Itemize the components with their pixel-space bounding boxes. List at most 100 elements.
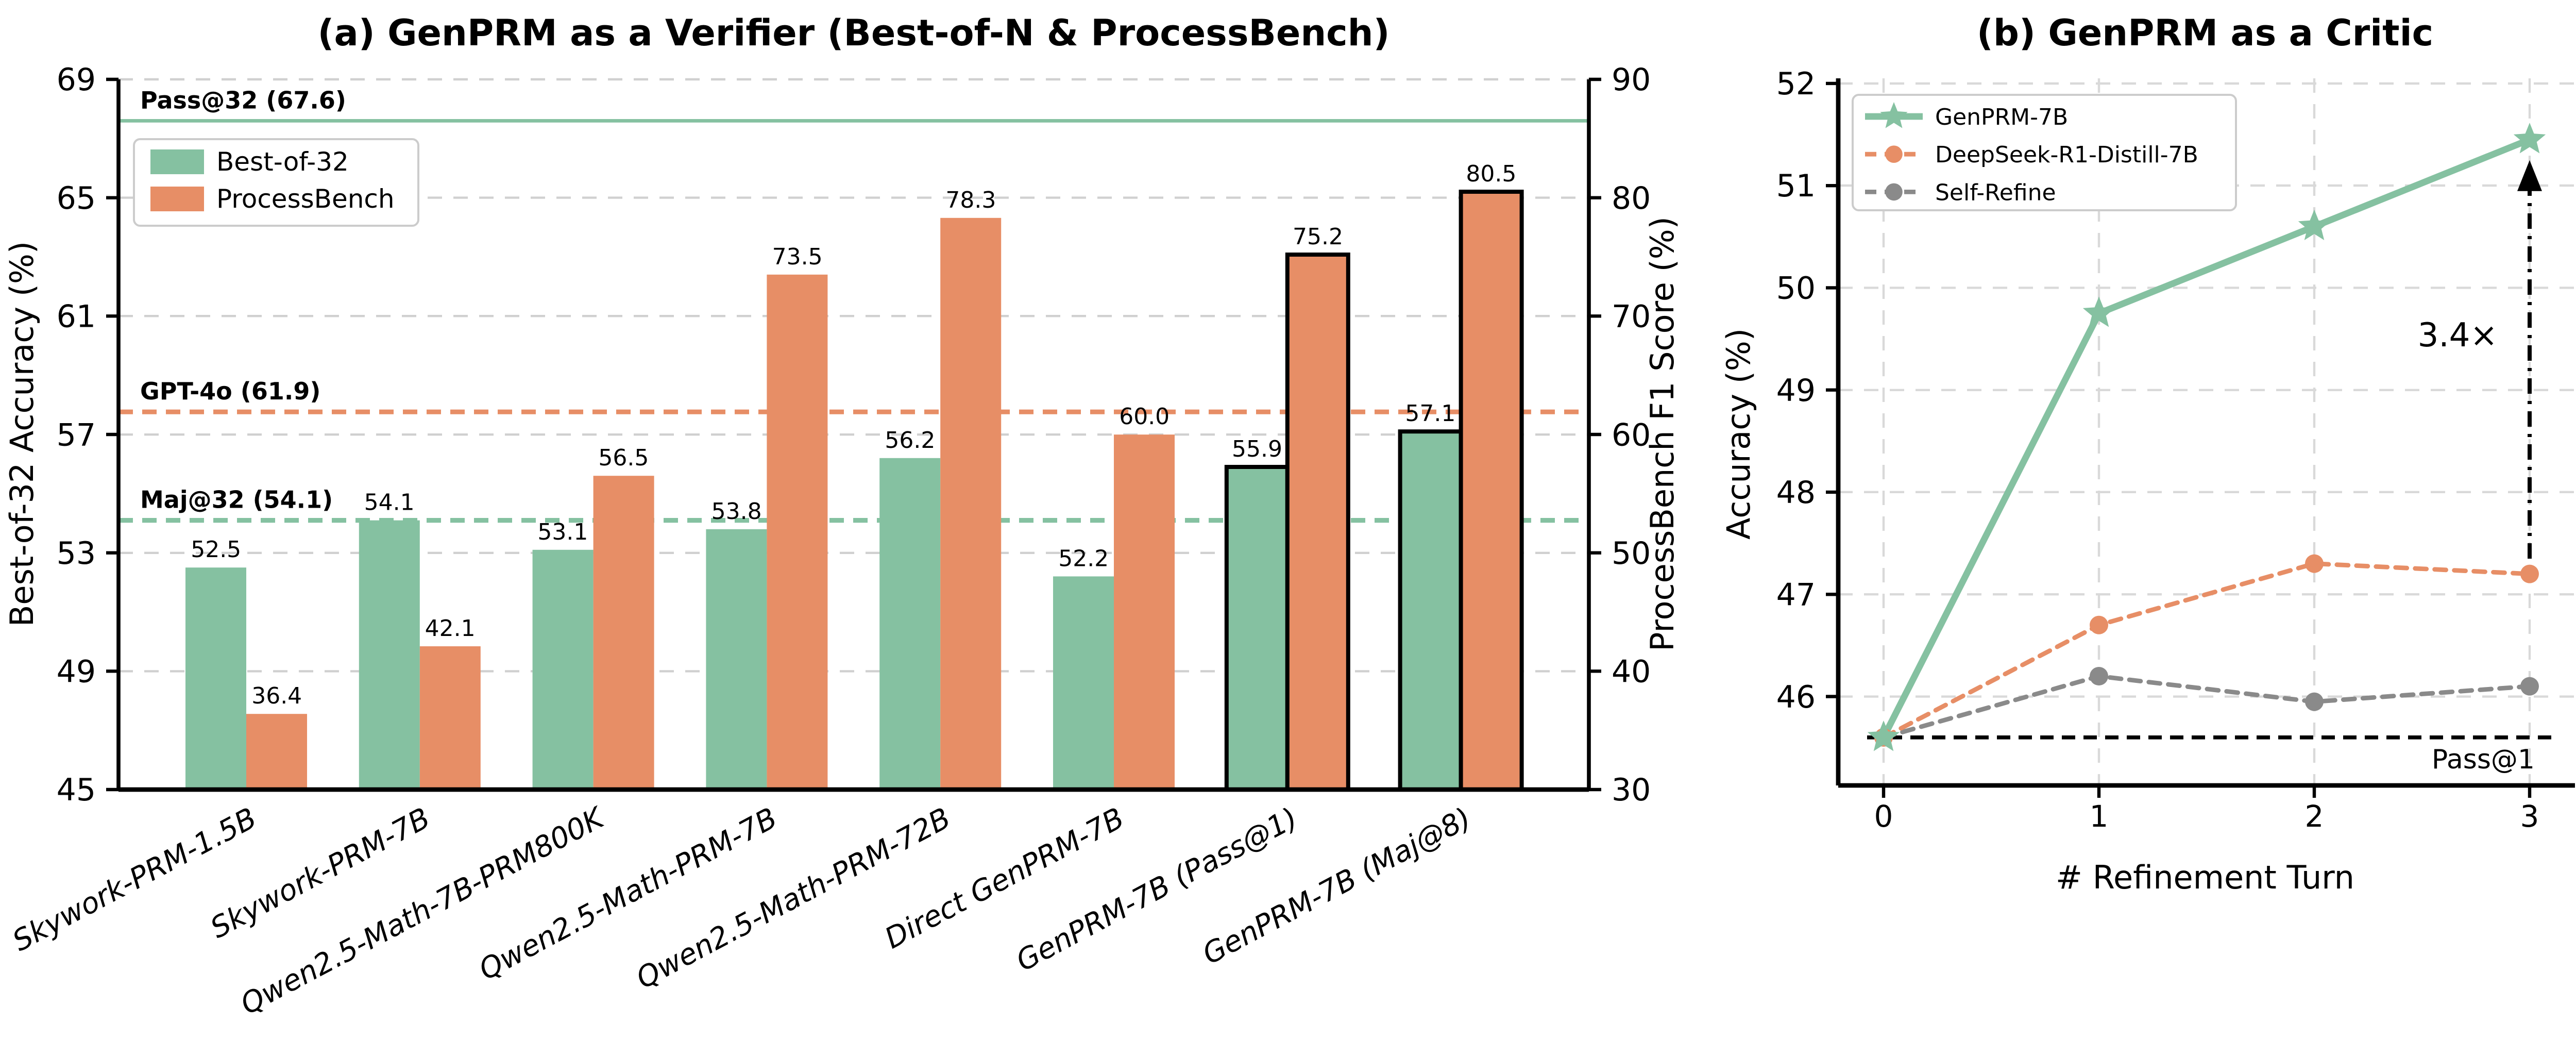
category-label: Qwen2.5-Math-PRM-72B <box>631 801 956 996</box>
circle-marker <box>2305 692 2324 711</box>
bar-best-of-32 <box>1224 465 1290 792</box>
y-tick-label-right: 80 <box>1612 180 1651 216</box>
y-tick-label-right: 70 <box>1612 298 1651 334</box>
y-tick-label: 50 <box>1776 271 1816 307</box>
bar-value-label: 56.5 <box>598 445 649 471</box>
bar-processbench <box>1459 190 1524 792</box>
reference-line-label: Pass@32 (67.6) <box>140 86 346 114</box>
bar-value-label: 52.5 <box>191 537 241 563</box>
y-tick-label-left: 65 <box>57 180 96 216</box>
bar-best-of-32 <box>185 567 246 790</box>
bar-value-label: 73.5 <box>772 244 823 270</box>
bar-best-of-32 <box>879 458 941 790</box>
x-tick-label: 1 <box>2090 799 2109 834</box>
bar-value-label: 53.8 <box>711 498 762 525</box>
bar-value-label: 56.2 <box>885 427 935 454</box>
legend-swatch <box>150 149 204 174</box>
bar-value-label: 42.1 <box>425 615 476 642</box>
circle-marker <box>2305 554 2324 573</box>
y-tick-label-left: 49 <box>57 654 96 690</box>
circle-marker <box>2090 615 2108 634</box>
bar-value-label: 55.9 <box>1232 436 1282 462</box>
bar-processbench <box>419 646 481 790</box>
circle-marker <box>2520 564 2539 583</box>
reference-line-label: Maj@32 (54.1) <box>140 486 333 514</box>
category-label: GenPRM-7B (Pass@1) <box>1011 801 1303 978</box>
x-tick-label: 2 <box>2305 799 2324 834</box>
panel-b-ylabel: Accuracy (%) <box>1720 328 1757 540</box>
annotation-label: 3.4× <box>2418 316 2498 355</box>
bar-processbench <box>246 714 307 790</box>
y-tick-label-left: 69 <box>57 62 96 98</box>
series-line-deepseek-r1-distill-7b <box>1881 561 2532 740</box>
bar-processbench <box>1285 253 1350 792</box>
panel-a-ylabel-left: Best-of-32 Accuracy (%) <box>3 241 41 627</box>
bar-value-label: 52.2 <box>1058 545 1109 572</box>
bar-value-label: 78.3 <box>945 187 996 213</box>
bar-value-label: 80.5 <box>1466 161 1516 187</box>
legend-box <box>1852 94 2237 211</box>
annotation-arrow-head <box>2517 160 2542 191</box>
legend-label: Self-Refine <box>1935 179 2056 206</box>
y-tick-label: 47 <box>1776 577 1816 613</box>
bar-processbench <box>940 217 1002 790</box>
panel-a: 52.5 36.4 54.1 42.1 53.1 56.5 53.8 73.5 56.2 78.3… <box>3 12 1681 1021</box>
panel-b: Pass@1 46 47 48 49 50 51 52 0 1 2 3 GenPRM-7B DeepS… <box>1720 12 2575 896</box>
star-marker <box>1867 720 1900 751</box>
baseline-label: Pass@1 <box>2432 744 2535 775</box>
bar-best-of-32 <box>1398 429 1463 792</box>
y-tick-label: 46 <box>1776 679 1816 715</box>
star-marker <box>2082 296 2115 327</box>
y-tick-label-right: 40 <box>1612 654 1651 690</box>
legend-circle-marker <box>1885 145 1903 163</box>
bar-best-of-32 <box>359 520 420 790</box>
y-tick-label: 48 <box>1776 475 1816 511</box>
y-tick-label: 49 <box>1776 373 1816 409</box>
circle-marker <box>2520 677 2539 696</box>
y-tick-label-left: 61 <box>57 298 96 334</box>
bar-value-label: 57.1 <box>1405 400 1455 427</box>
y-tick-label: 52 <box>1776 66 1816 102</box>
legend-label: ProcessBench <box>216 184 395 214</box>
panel-a-title: (a) GenPRM as a Verifier (Best-of-N & Pr… <box>318 12 1390 54</box>
legend-swatch <box>150 187 204 211</box>
y-tick-label-left: 57 <box>57 417 96 453</box>
category-label: Qwen2.5-Math-PRM-7B <box>473 801 783 987</box>
star-marker <box>2513 123 2546 154</box>
y-tick-label-right: 60 <box>1612 417 1651 453</box>
x-tick-label: 3 <box>2520 799 2539 834</box>
y-tick-label-right: 30 <box>1612 772 1651 808</box>
bar-value-label: 75.2 <box>1293 224 1343 250</box>
legend-star-marker <box>1880 102 1908 128</box>
bar-processbench <box>1114 434 1175 790</box>
legend-label: Best-of-32 <box>216 147 349 177</box>
bar-best-of-32 <box>706 529 767 790</box>
series-line-genprm-7b <box>1880 136 2533 741</box>
y-tick-label: 51 <box>1776 168 1816 204</box>
y-tick-label-right: 50 <box>1612 535 1651 572</box>
bar-processbench <box>767 274 828 790</box>
legend-label: GenPRM-7B <box>1935 104 2068 130</box>
panel-b-xlabel: # Refinement Turn <box>2056 859 2354 896</box>
panel-b-title: (b) GenPRM as a Critic <box>1977 12 2433 54</box>
y-tick-label-left: 53 <box>57 535 96 572</box>
legend-label: DeepSeek-R1-Distill-7B <box>1935 142 2198 168</box>
panel-a-ylabel-right: ProcessBench F1 Score (%) <box>1643 216 1681 651</box>
bar-value-label: 60.0 <box>1119 404 1170 430</box>
bar-best-of-32 <box>532 549 594 790</box>
y-tick-label-left: 45 <box>57 772 96 808</box>
bar-value-label: 53.1 <box>537 519 588 545</box>
star-marker <box>2298 209 2331 241</box>
legend-box <box>133 138 419 227</box>
y-tick-label-right: 90 <box>1612 62 1651 98</box>
bar-best-of-32 <box>1053 576 1114 790</box>
circle-marker <box>2090 667 2108 685</box>
series-line-self-refine <box>1881 674 2532 740</box>
bar-processbench <box>593 476 654 790</box>
bar-value-label: 36.4 <box>251 683 302 709</box>
x-tick-label: 0 <box>1874 799 1893 834</box>
bar-value-label: 54.1 <box>364 490 415 516</box>
reference-line-label: GPT-4o (61.9) <box>140 377 320 405</box>
legend-circle-marker <box>1885 183 1903 201</box>
